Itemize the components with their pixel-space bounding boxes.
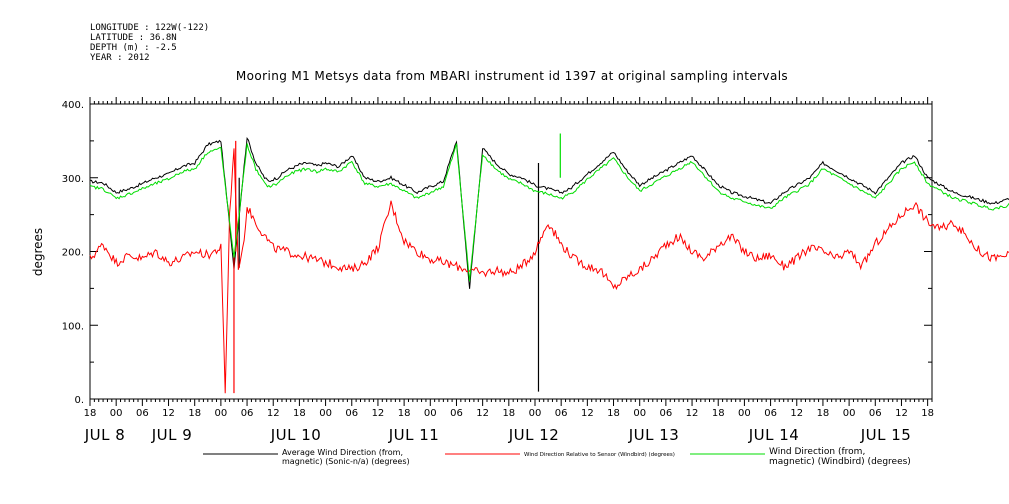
- series-line: [89, 143, 1009, 282]
- x-hour-label: 06: [555, 408, 568, 419]
- x-hour-label: 00: [843, 408, 856, 419]
- y-ticks: 0. 100. 200. 300. 400.: [62, 100, 932, 406]
- x-hour-label: 12: [686, 408, 699, 419]
- minor-ticks: [89, 97, 933, 406]
- y-tick-label: 300.: [62, 174, 84, 185]
- x-hour-label: 18: [398, 408, 411, 419]
- legend-label-windbird-line1: Wind Direction (from,: [769, 447, 865, 457]
- x-hour-label: 06: [241, 408, 254, 419]
- chart-title: Mooring M1 Metsys data from MBARI instru…: [236, 69, 788, 83]
- y-tick-label: 200.: [62, 248, 84, 259]
- x-hour-label: 06: [450, 408, 463, 419]
- series-group: [89, 133, 1009, 394]
- legend-label-windbird-line2: magnetic) (Windbird) (degrees): [769, 457, 911, 467]
- x-hour-label: 18: [502, 408, 515, 419]
- x-hour-label: 18: [607, 408, 620, 419]
- x-hour-label: 06: [764, 408, 777, 419]
- x-date-label: JUL 11: [388, 426, 440, 444]
- year-text: YEAR : 2012: [90, 53, 150, 63]
- longitude-text: LONGITUDE : 122W(-122): [90, 23, 209, 33]
- x-hour-label: 12: [790, 408, 803, 419]
- x-hour-label: 18: [293, 408, 306, 419]
- latitude-text: LATITUDE : 36.8N: [90, 33, 177, 43]
- x-date-label: JUL 14: [748, 426, 800, 444]
- x-hour-label: 12: [372, 408, 385, 419]
- x-date-label: JUL 12: [508, 426, 560, 444]
- x-hour-label: 00: [529, 408, 542, 419]
- x-date-label: JUL 8: [84, 426, 126, 444]
- x-hour-label: 12: [267, 408, 280, 419]
- x-date-label: JUL 9: [151, 426, 193, 444]
- x-date-label: JUL 10: [270, 426, 322, 444]
- x-hour-label: 06: [660, 408, 673, 419]
- x-hour-label: 18: [712, 408, 725, 419]
- y-axis-label: degrees: [31, 228, 45, 276]
- x-hour-label: 12: [895, 408, 908, 419]
- x-hour-label: 12: [581, 408, 594, 419]
- x-hour-label: 00: [110, 408, 123, 419]
- series-line: [89, 148, 1009, 394]
- x-hour-label: 00: [633, 408, 646, 419]
- x-hour-label: 00: [215, 408, 228, 419]
- x-hour-label: 06: [345, 408, 358, 419]
- x-hour-label: 06: [136, 408, 149, 419]
- x-hour-label: 06: [869, 408, 882, 419]
- x-hour-label: 12: [162, 408, 175, 419]
- x-ticks: 18 00 06 12 18 00 06 12 18 00 06 12 18 00 06 12 18 00 06 12…: [84, 408, 934, 444]
- x-date-label: JUL 15: [860, 426, 912, 444]
- depth-text: DEPTH (m) : -2.5: [90, 43, 177, 53]
- x-hour-label: 00: [424, 408, 437, 419]
- x-hour-label: 18: [921, 408, 934, 419]
- x-hour-label: 18: [188, 408, 201, 419]
- series-line: [89, 136, 1009, 289]
- y-tick-label: 100.: [62, 321, 84, 332]
- legend-label-average-wind-line2: magnetic) (Sonic-n/a) (degrees): [282, 457, 410, 466]
- legend: Average Wind Direction (from, magnetic) …: [203, 447, 911, 467]
- plot-frame: [89, 103, 933, 400]
- x-date-label: JUL 13: [628, 426, 680, 444]
- x-hour-label: 18: [817, 408, 830, 419]
- x-hour-label: 12: [476, 408, 489, 419]
- y-tick-label: 0.: [74, 395, 84, 406]
- x-hour-label: 18: [84, 408, 97, 419]
- y-tick-label: 400.: [62, 100, 84, 111]
- x-hour-label: 00: [738, 408, 751, 419]
- x-hour-label: 00: [319, 408, 332, 419]
- legend-label-average-wind-line1: Average Wind Direction (from,: [282, 448, 403, 457]
- legend-label-relative-wind: Wind Direction Relative to Sensor (Windb…: [524, 452, 675, 458]
